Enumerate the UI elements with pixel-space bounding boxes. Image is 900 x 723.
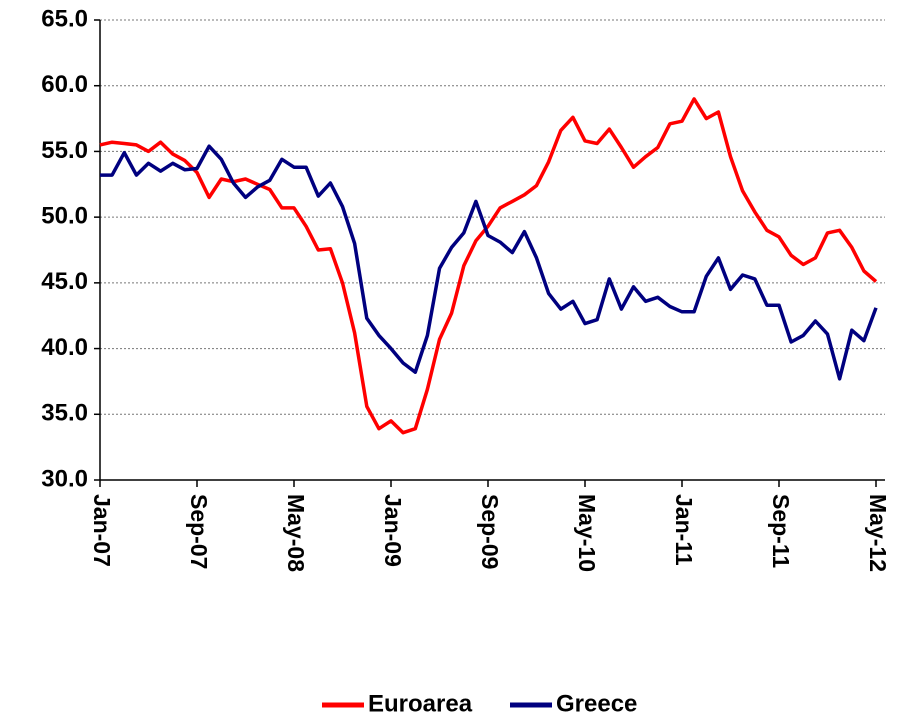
x-tick-label: Sep-11 [768,494,794,568]
x-tick-label: May-12 [865,494,891,572]
x-tick-label: Jan-11 [671,494,697,566]
x-tick-label: May-08 [283,494,309,572]
series-line [100,144,878,381]
y-tick-label: 50.0 [41,202,88,229]
y-tick-label: 40.0 [41,334,88,361]
y-tick-label: 55.0 [41,137,88,164]
x-tick-label: Jan-07 [89,494,115,567]
x-tick-label: May-10 [574,494,600,572]
legend-label: Euroarea [368,690,473,717]
x-tick-label: Jan-09 [380,494,406,567]
y-tick-label: 30.0 [41,465,88,492]
legend-label: Greece [556,690,637,717]
y-tick-label: 45.0 [41,268,88,295]
legend-item: Euroarea [322,690,473,717]
series-line [99,97,878,435]
y-tick-label: 35.0 [41,400,88,427]
legend-item: Greece [510,690,637,717]
y-tick-label: 65.0 [41,5,88,32]
x-tick-label: Sep-09 [477,494,503,569]
x-tick-label: Sep-07 [186,494,212,569]
y-tick-label: 60.0 [41,71,88,98]
